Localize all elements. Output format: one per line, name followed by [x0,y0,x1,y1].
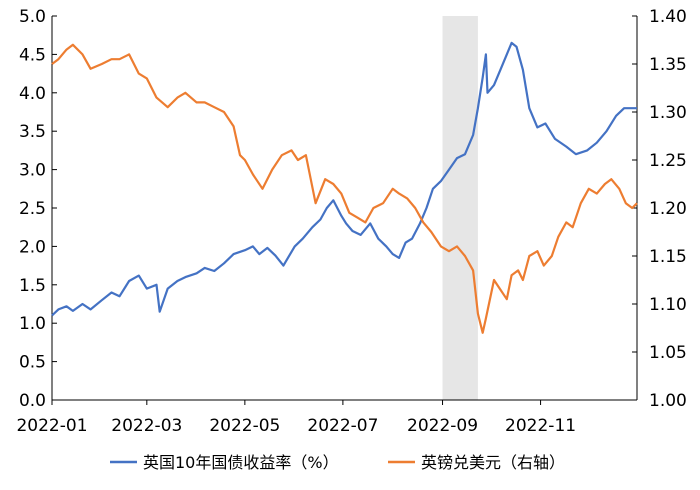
shaded-period [442,16,478,400]
left-tick-label: 2.0 [19,237,46,257]
left-tick-label: 5.0 [19,7,46,27]
gbp-usd-line [51,43,638,334]
left-tick-label: 0.0 [19,391,46,411]
left-tick-label: 1.5 [19,276,46,296]
left-tick-label: 4.5 [19,45,46,65]
legend-uk-yield-label: 英国10年国债收益率（%） [143,453,339,472]
right-tick-label: 1.25 [649,151,687,171]
x-tick-label: 2022-07 [307,416,378,436]
left-tick-label: 2.5 [19,199,46,219]
left-tick-label: 4.0 [19,84,46,104]
right-tick-label: 1.30 [649,103,687,123]
x-tick-label: 2022-05 [209,416,280,436]
left-tick-label: 3.0 [19,161,46,181]
left-tick-label: 3.5 [19,122,46,142]
x-tick-label: 2022-03 [111,416,182,436]
x-tick-label: 2022-09 [407,416,478,436]
x-tick-label: 2022-01 [16,416,87,436]
right-tick-label: 1.40 [649,7,687,27]
left-tick-label: 0.5 [19,353,46,373]
right-tick-label: 1.10 [649,295,687,315]
x-tick-label: 2022-11 [505,416,576,436]
right-tick-label: 1.35 [649,55,687,75]
uk-10y-yield-line [51,41,637,317]
right-tick-label: 1.20 [649,199,687,219]
left-tick-label: 1.0 [19,314,46,334]
right-tick-label: 1.00 [649,391,687,411]
right-tick-label: 1.05 [649,343,687,363]
legend-gbp-usd-label: 英镑兑美元（右轴） [421,453,565,472]
right-tick-label: 1.15 [649,247,687,267]
